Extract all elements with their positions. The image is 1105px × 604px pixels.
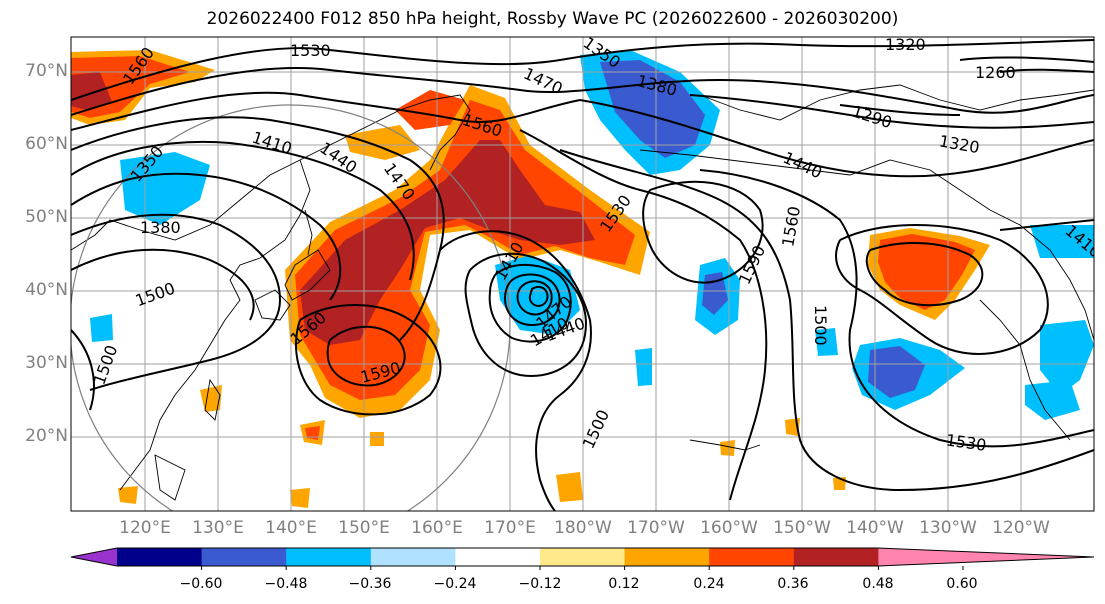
graticule [71,37,1094,511]
lon-label: 140°E [265,518,317,538]
lat-label: 50°N [25,207,68,227]
colorbar-segment [793,548,879,566]
colorbar-outline [70,547,1095,567]
contour-label: 1320 [885,35,926,54]
colorbar-tick-label: −0.36 [348,576,392,592]
contour-label: 1500 [811,305,830,346]
colorbar-tick-label: 0.36 [777,576,809,592]
lon-label: 120°W [992,518,1050,538]
lat-label: 40°N [25,280,68,300]
colorbar-segment [117,548,203,566]
map-title: 2026022400 F012 850 hPa height, Rossby W… [206,9,899,29]
colorbar-tick-label: 0.12 [608,576,640,592]
map-frame [70,36,1095,512]
lat-label: 20°N [25,426,68,446]
radius-circle [71,104,511,511]
contour-label: 1530 [290,41,331,60]
colorbar-tick-label: 0.48 [862,576,894,592]
colorbar-tick-label: 0.24 [693,576,725,592]
colorbar-tick-label: −0.48 [264,576,308,592]
coastlines [71,84,1094,501]
colorbar [70,547,1095,570]
colorbar-tick-label: −0.24 [433,576,477,592]
lat-label: 60°N [25,134,68,154]
lon-label: 160°E [411,518,463,538]
lon-label: 150°E [338,518,390,538]
colorbar-segment [286,548,372,566]
contour-label: 1380 [140,218,181,237]
colorbar-tick-label: 0.60 [946,576,978,592]
lon-label: 130°W [919,518,977,538]
lat-label: 70°N [25,61,68,81]
colorbar-segment [624,548,710,566]
contour-label: 1260 [975,63,1016,82]
map-panel: 1530 1560 1350 1410 1440 1470 1350 1380 … [71,35,1094,511]
lon-label: 150°W [773,518,831,538]
lon-label: 160°W [700,518,758,538]
colorbar-tick-label: −0.12 [518,576,562,592]
height-contours [71,39,1094,511]
colorbar-extend-max [878,548,1094,566]
colorbar-segment [709,548,795,566]
lon-label: 120°E [119,518,171,538]
lon-label: 180°W [554,518,612,538]
lon-label: 130°E [192,518,244,538]
colorbar-extend-min [71,548,117,566]
lon-label: 170°E [484,518,536,538]
colorbar-segment [455,548,541,566]
colorbar-segment [540,548,626,566]
colorbar-tick-label: −0.60 [179,576,223,592]
colorbar-segment [370,548,456,566]
lat-label: 30°N [25,353,68,373]
colorbar-segment [201,548,287,566]
lon-label: 140°W [846,518,904,538]
lon-label: 170°W [627,518,685,538]
